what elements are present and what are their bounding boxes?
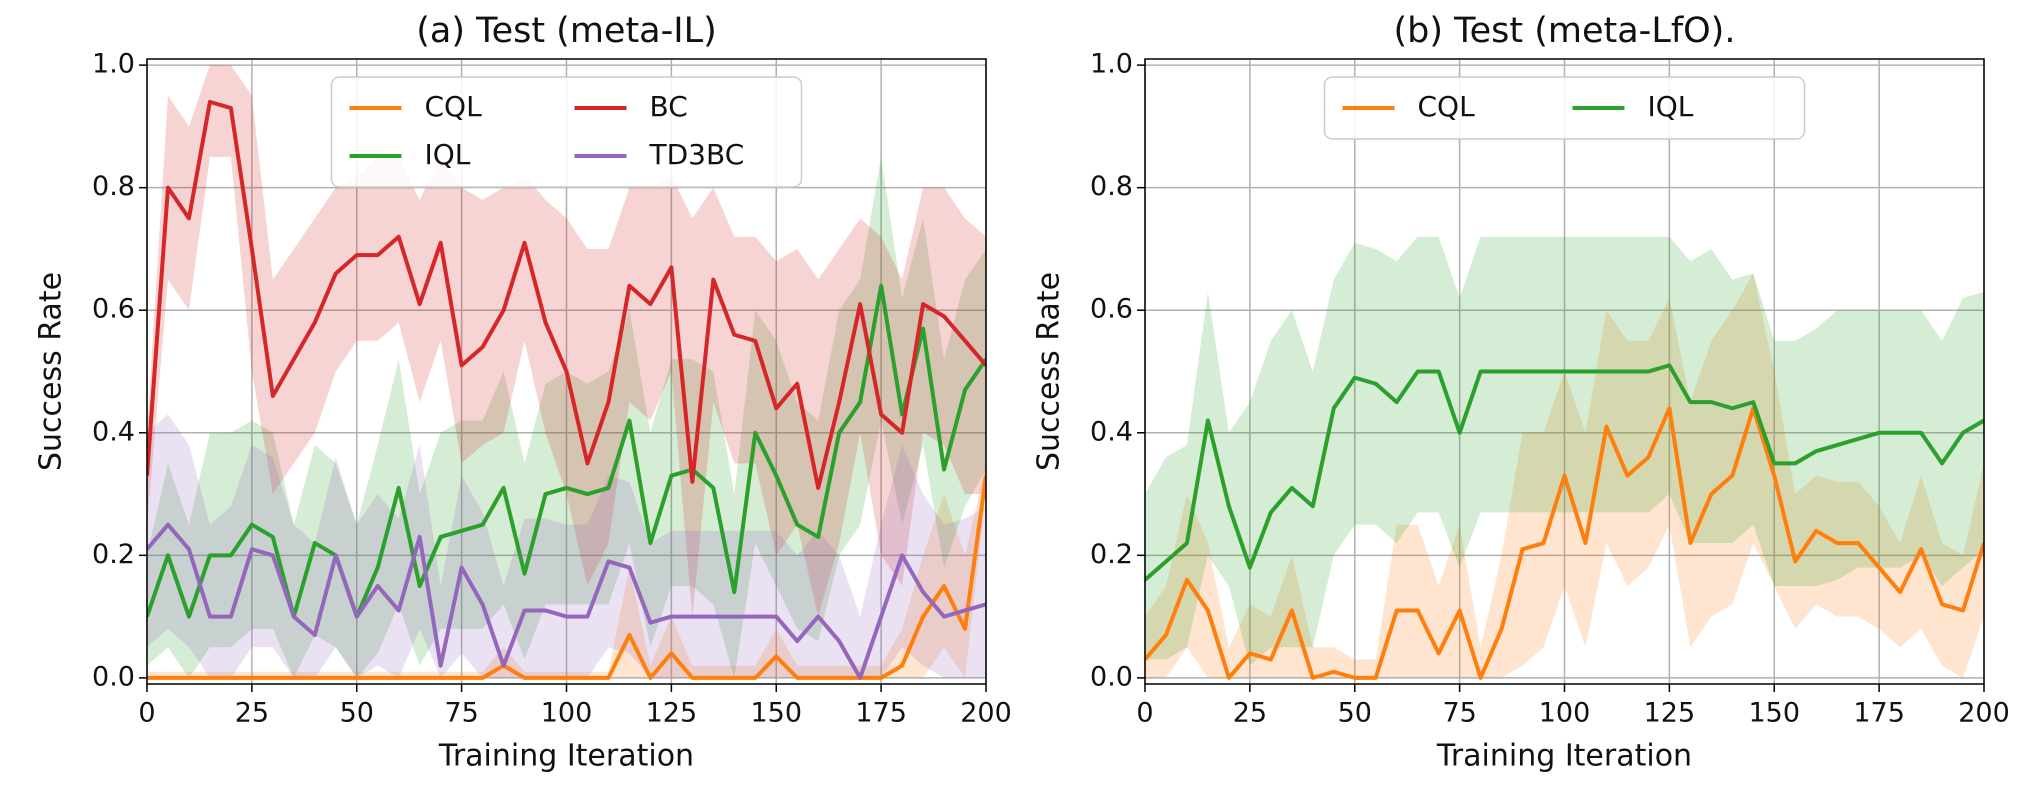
y-tick-label: 0.2 [1090, 539, 1133, 570]
x-tick-label: 125 [1644, 698, 1696, 729]
y-tick-label: 0.8 [92, 171, 135, 202]
x-axis-label: Training Iteration [1436, 739, 1692, 774]
y-axis-label: Success Rate [34, 272, 69, 471]
line-series [147, 475, 986, 680]
panel: (b) Test (meta-LfO). 0 25 50 75 100 125 150 175 2… [1032, 11, 2010, 774]
legend-label: BC [650, 90, 688, 123]
y-axis-label: Success Rate [1032, 272, 1067, 471]
panel: (a) Test (meta-IL) 0 25 50 75 100 125 150 175 200… [34, 11, 1012, 774]
x-tick-label: 25 [1233, 698, 1267, 729]
x-tick-label: 125 [646, 698, 698, 729]
y-tick-label: 0.4 [92, 416, 135, 447]
y-tick-label: 0.2 [92, 539, 135, 570]
y-tick-label: 0.6 [1090, 294, 1133, 325]
x-tick-label: 175 [855, 698, 907, 729]
chart-title: (a) Test (meta-IL) [416, 11, 717, 51]
line-series [1145, 363, 1984, 582]
x-tick-label: 50 [340, 698, 374, 729]
legend-label: CQL [1418, 90, 1476, 123]
legend-box [1323, 76, 1806, 140]
x-tick-label: 75 [444, 698, 478, 729]
line-series [1145, 406, 1984, 680]
legend-label: IQL [1648, 90, 1694, 123]
y-tick-label: 0.6 [92, 294, 135, 325]
x-tick-label: 75 [1442, 698, 1476, 729]
legend-box [330, 76, 803, 188]
x-tick-label: 100 [541, 698, 593, 729]
legend-label: TD3BC [649, 138, 745, 171]
x-tick-label: 0 [1136, 698, 1153, 729]
x-tick-label: 50 [1338, 698, 1372, 729]
y-tick-label: 0.4 [1090, 416, 1133, 447]
line-series [147, 522, 986, 680]
legend-label: CQL [425, 90, 483, 123]
y-tick-label: 0.8 [1090, 171, 1133, 202]
y-tick-label: 1.0 [92, 49, 135, 80]
axes-frame [1144, 58, 1985, 685]
x-axis-label: Training Iteration [438, 739, 694, 774]
x-tick-label: 150 [750, 698, 802, 729]
chart-title: (b) Test (meta-LfO). [1394, 11, 1736, 51]
legend-label: IQL [425, 138, 471, 171]
line-series [147, 99, 986, 490]
x-tick-label: 25 [235, 698, 269, 729]
y-tick-label: 0.0 [1090, 661, 1133, 692]
x-tick-label: 100 [1539, 698, 1591, 729]
plot-area [1145, 236, 1984, 680]
plot-area [147, 65, 986, 680]
x-tick-label: 200 [1958, 698, 2010, 729]
error-band [147, 463, 986, 678]
axes-frame [146, 58, 987, 685]
x-tick-label: 150 [1748, 698, 1800, 729]
error-band [147, 157, 986, 678]
x-tick-label: 200 [960, 698, 1012, 729]
y-tick-label: 0.0 [92, 661, 135, 692]
x-tick-label: 175 [1853, 698, 1905, 729]
x-tick-label: 0 [138, 698, 155, 729]
error-band [1145, 236, 1984, 666]
y-tick-label: 1.0 [1090, 49, 1133, 80]
